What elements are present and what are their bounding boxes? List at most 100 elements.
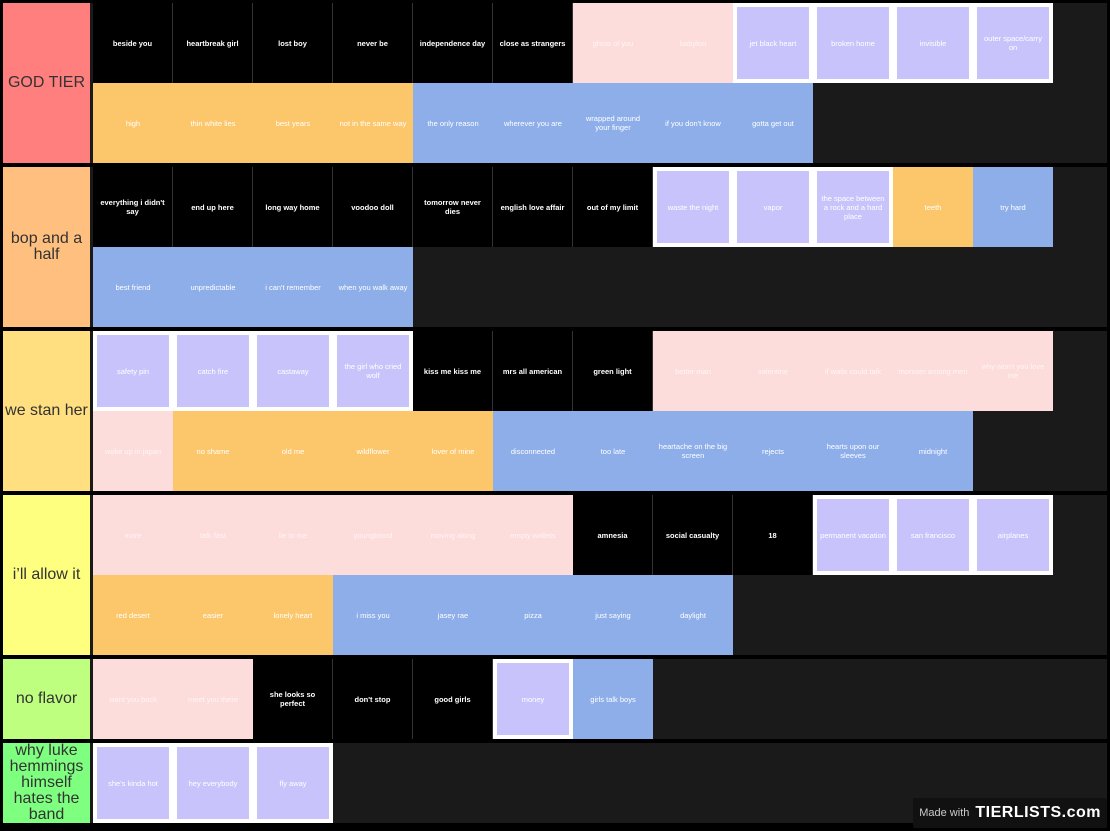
- tier-item-tile[interactable]: jasey rae: [413, 575, 493, 655]
- tier-item-tile[interactable]: red desert: [93, 575, 173, 655]
- tier-item-tile[interactable]: woke up in japan: [93, 411, 173, 491]
- tier-item-tile[interactable]: i can't remember: [253, 247, 333, 327]
- tier-item-tile[interactable]: green light: [573, 331, 653, 411]
- tier-item-tile[interactable]: thin white lies: [173, 83, 253, 163]
- tier-item-tile[interactable]: wrapped around your finger: [573, 83, 653, 163]
- tier-item-tile[interactable]: monster among men: [893, 331, 973, 411]
- tier-item-tile[interactable]: independence day: [413, 3, 493, 83]
- tier-item-tile[interactable]: she looks so perfect: [253, 659, 333, 739]
- tier-item-tile[interactable]: lonely heart: [253, 575, 333, 655]
- tier-item-tile[interactable]: permanent vacation: [813, 495, 893, 575]
- tier-item-tile[interactable]: just saying: [573, 575, 653, 655]
- tier-item-tile[interactable]: rejects: [733, 411, 813, 491]
- tier-label[interactable]: we stan her: [3, 331, 90, 491]
- tier-item-tile[interactable]: 18: [733, 495, 813, 575]
- tier-item-tile[interactable]: heartache on the big screen: [653, 411, 733, 491]
- tier-item-tile[interactable]: why won't you love me: [973, 331, 1053, 411]
- tier-item-tile[interactable]: not in the same way: [333, 83, 413, 163]
- tier-item-tile[interactable]: vapor: [733, 167, 813, 247]
- tier-item-tile[interactable]: beside you: [93, 3, 173, 83]
- tier-item-tile[interactable]: best friend: [93, 247, 173, 327]
- tile-label: broken home: [831, 38, 875, 48]
- tier-item-tile[interactable]: midnight: [893, 411, 973, 491]
- tier-item-tile[interactable]: disconnected: [493, 411, 573, 491]
- tier-item-tile[interactable]: airplanes: [973, 495, 1053, 575]
- tier-item-tile[interactable]: easier: [173, 575, 253, 655]
- tier-item-tile[interactable]: no shame: [173, 411, 253, 491]
- tier-item-tile[interactable]: the space between a rock and a hard plac…: [813, 167, 893, 247]
- tier-item-tile[interactable]: girls talk boys: [573, 659, 653, 739]
- tier-item-tile[interactable]: old me: [253, 411, 333, 491]
- tier-item-tile[interactable]: unpredictable: [173, 247, 253, 327]
- tier-item-tile[interactable]: long way home: [253, 167, 333, 247]
- tier-item-tile[interactable]: english love affair: [493, 167, 573, 247]
- tier-item-tile[interactable]: don't stop: [333, 659, 413, 739]
- tier-item-tile[interactable]: babylon: [653, 3, 733, 83]
- tier-item-tile[interactable]: talk fast: [173, 495, 253, 575]
- tier-item-tile[interactable]: high: [93, 83, 173, 163]
- tier-label[interactable]: GOD TIER: [3, 3, 90, 163]
- tier-item-tile[interactable]: valentine: [733, 331, 813, 411]
- tier-item-tile[interactable]: jet black heart: [733, 3, 813, 83]
- tier-item-tile[interactable]: catch fire: [173, 331, 253, 411]
- tier-item-tile[interactable]: when you walk away: [333, 247, 413, 327]
- tier-item-tile[interactable]: outer space/carry on: [973, 3, 1053, 83]
- tier-label[interactable]: no flavor: [3, 659, 90, 739]
- tier-label[interactable]: i’ll allow it: [3, 495, 90, 655]
- tier-item-tile[interactable]: everything i didn't say: [93, 167, 173, 247]
- tier-item-tile[interactable]: want you back: [93, 659, 173, 739]
- tier-item-tile[interactable]: waste the night: [653, 167, 733, 247]
- tier-item-tile[interactable]: if you don't know: [653, 83, 733, 163]
- tier-item-tile[interactable]: money: [493, 659, 573, 739]
- tier-item-tile[interactable]: out of my limit: [573, 167, 653, 247]
- tile-label: the only reason: [427, 118, 479, 128]
- tier-item-tile[interactable]: the only reason: [413, 83, 493, 163]
- tile-label: high: [125, 118, 141, 128]
- tier-item-tile[interactable]: amnesia: [573, 495, 653, 575]
- tier-item-tile[interactable]: close as strangers: [493, 3, 573, 83]
- tier-item-tile[interactable]: meet you there: [173, 659, 253, 739]
- tier-item-tile[interactable]: if walls could talk: [813, 331, 893, 411]
- tier-label[interactable]: bop and a half: [3, 167, 90, 327]
- tier-item-tile[interactable]: best years: [253, 83, 333, 163]
- tier-item-tile[interactable]: wherever you are: [493, 83, 573, 163]
- tier-item-tile[interactable]: hey everybody: [173, 743, 253, 823]
- watermark[interactable]: Made with TIERLISTS.com: [913, 798, 1107, 828]
- tier-item-tile[interactable]: daylight: [653, 575, 733, 655]
- tier-item-tile[interactable]: san francisco: [893, 495, 973, 575]
- tier-item-tile[interactable]: too late: [573, 411, 653, 491]
- tier-item-tile[interactable]: i miss you: [333, 575, 413, 655]
- tier-item-tile[interactable]: lie to me: [253, 495, 333, 575]
- tier-item-tile[interactable]: ghost of you: [573, 3, 653, 83]
- tier-item-tile[interactable]: more: [93, 495, 173, 575]
- tier-item-tile[interactable]: mrs all american: [493, 331, 573, 411]
- tier-item-tile[interactable]: heartbreak girl: [173, 3, 253, 83]
- tier-item-tile[interactable]: lover of mine: [413, 411, 493, 491]
- tier-item-tile[interactable]: good girls: [413, 659, 493, 739]
- tier-item-tile[interactable]: castaway: [253, 331, 333, 411]
- tier-item-tile[interactable]: safety pin: [93, 331, 173, 411]
- tier-item-tile[interactable]: teeth: [893, 167, 973, 247]
- tier-item-tile[interactable]: broken home: [813, 3, 893, 83]
- tier-item-tile[interactable]: moving along: [413, 495, 493, 575]
- tier-item-tile[interactable]: she's kinda hot: [93, 743, 173, 823]
- tier-item-tile[interactable]: gotta get out: [733, 83, 813, 163]
- tier-item-tile[interactable]: kiss me kiss me: [413, 331, 493, 411]
- tier-item-tile[interactable]: better man: [653, 331, 733, 411]
- tier-item-tile[interactable]: youngblood: [333, 495, 413, 575]
- tier-item-tile[interactable]: never be: [333, 3, 413, 83]
- tier-item-tile[interactable]: hearts upon our sleeves: [813, 411, 893, 491]
- tier-item-tile[interactable]: tomorrow never dies: [413, 167, 493, 247]
- tier-item-tile[interactable]: empty wallets: [493, 495, 573, 575]
- tier-item-tile[interactable]: social casualty: [653, 495, 733, 575]
- tier-item-tile[interactable]: invisible: [893, 3, 973, 83]
- tier-item-tile[interactable]: wildflower: [333, 411, 413, 491]
- tier-item-tile[interactable]: voodoo doll: [333, 167, 413, 247]
- tier-label[interactable]: why luke hemmings himself hates the band: [3, 743, 90, 823]
- tier-item-tile[interactable]: fly away: [253, 743, 333, 823]
- tier-item-tile[interactable]: lost boy: [253, 3, 333, 83]
- tier-item-tile[interactable]: the girl who cried wolf: [333, 331, 413, 411]
- tier-item-tile[interactable]: pizza: [493, 575, 573, 655]
- tier-item-tile[interactable]: try hard: [973, 167, 1053, 247]
- tier-item-tile[interactable]: end up here: [173, 167, 253, 247]
